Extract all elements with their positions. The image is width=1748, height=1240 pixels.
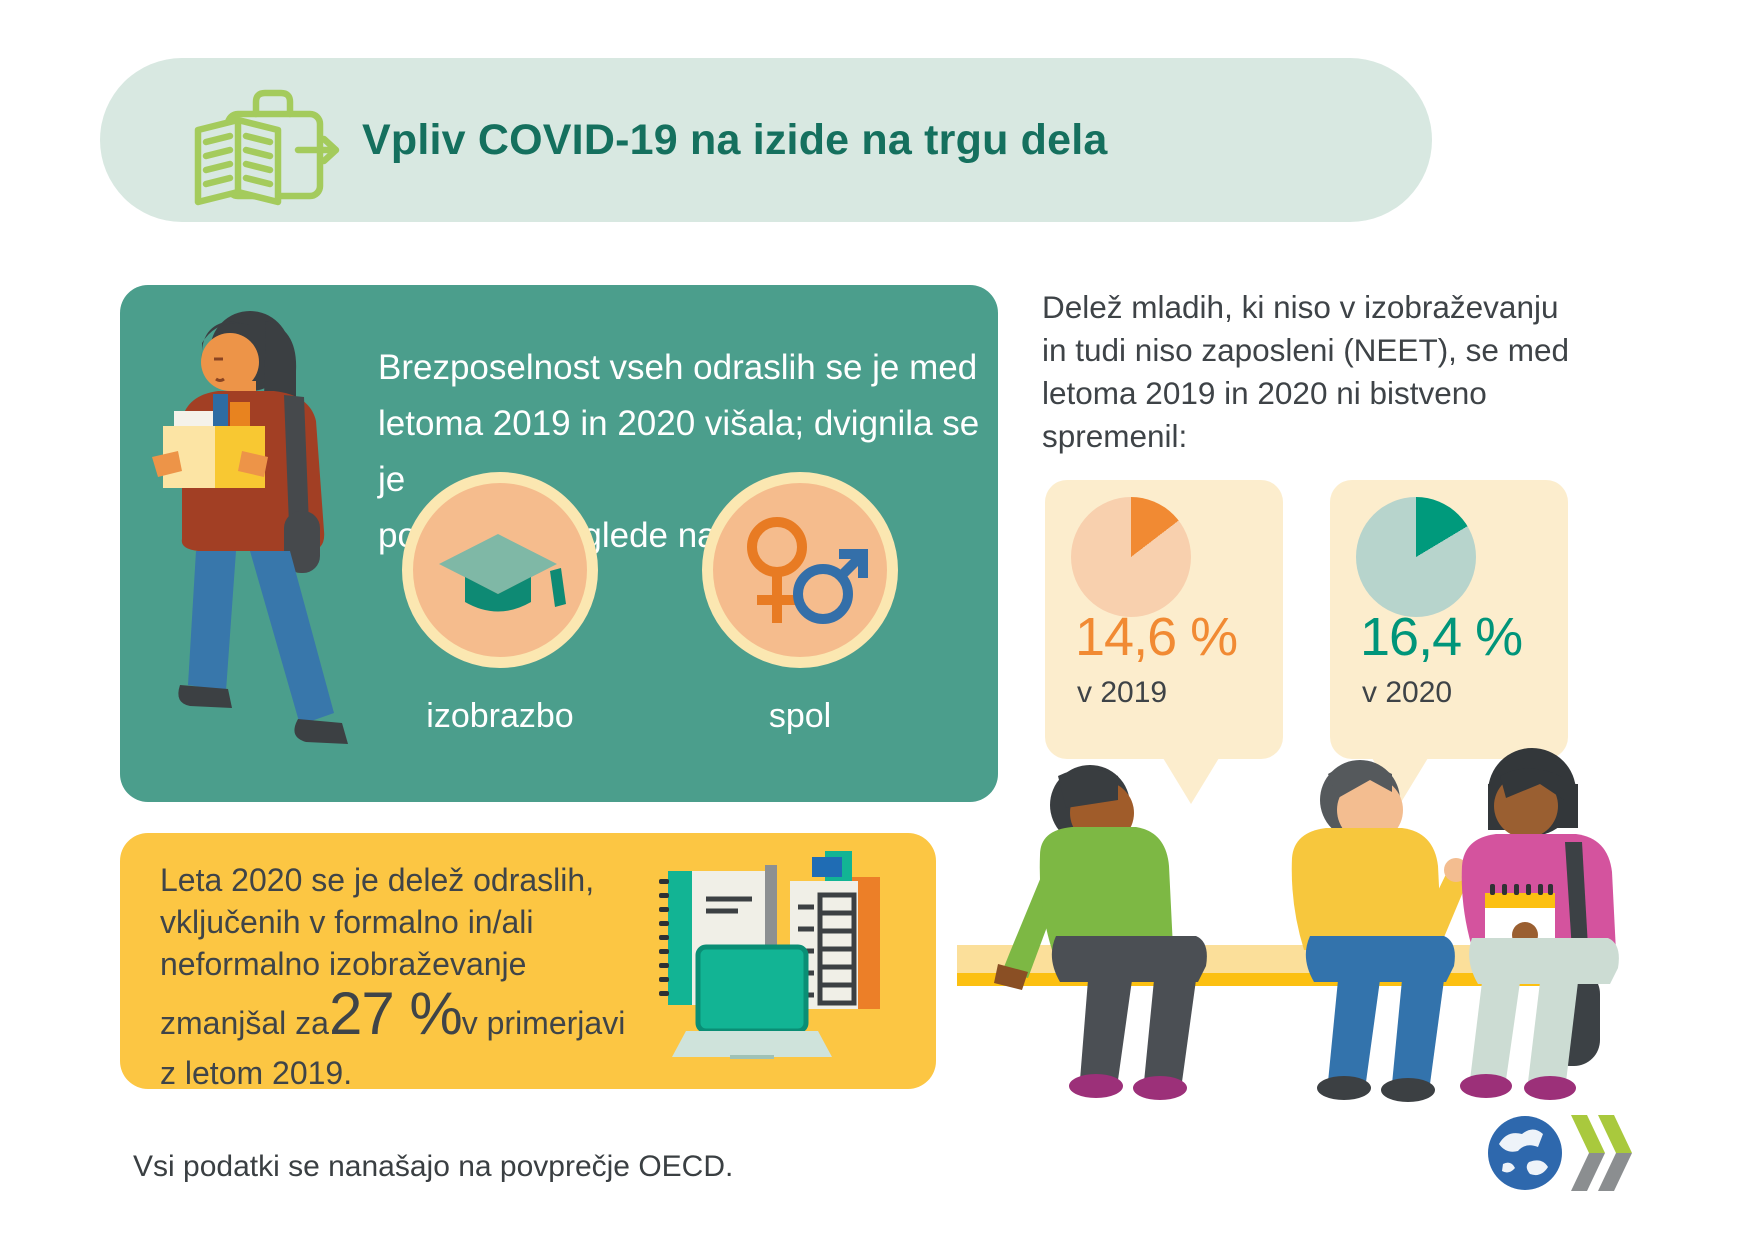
- training-text-line: vključenih v formalno in/ali: [160, 904, 534, 940]
- speech-bubble-tail: [1163, 758, 1219, 804]
- neet-intro-line: Delež mladih, ki niso v izobraževanju: [1042, 289, 1559, 325]
- training-text: Leta 2020 se je delež odraslih, vključen…: [160, 859, 625, 1094]
- person-green: [994, 765, 1207, 1100]
- neet-2019-pie-chart: [1071, 497, 1191, 617]
- header-banner: Vpliv COVID-19 na izide na trgu dela: [100, 58, 1432, 222]
- neet-2019-bubble: 14,6 % v 2019: [1045, 480, 1283, 804]
- unemployment-card: Brezposelnost vseh odraslih se je med le…: [120, 285, 998, 802]
- neet-intro-line: letoma 2019 in 2020 ni bistveno: [1042, 375, 1487, 411]
- unemployment-text-line: letoma 2019 in 2020 višala; dvignila se …: [378, 404, 980, 499]
- neet-intro-line: spremenil:: [1042, 418, 1188, 454]
- three-people-bench-illustration: [957, 748, 1619, 1102]
- training-emphasis-line: zmanjšal za 27 % v primerjavi: [160, 980, 626, 1052]
- neet-intro-line: in tudi niso zaposleni (NEET), se med: [1042, 332, 1569, 368]
- page-title: Vpliv COVID-19 na izide na trgu dela: [362, 115, 1108, 164]
- education-factor-label: izobrazbo: [426, 697, 574, 735]
- neet-2020-value: 16,4 %: [1360, 607, 1523, 667]
- education-factor-circle: [402, 472, 598, 668]
- training-emphasis-suffix: v primerjavi: [461, 1005, 626, 1041]
- gender-factor-circle: [702, 472, 898, 668]
- laid-off-worker-illustration: [152, 311, 348, 744]
- book-briefcase-arrow-icon: [194, 89, 340, 206]
- gender-factor-label: spol: [768, 697, 832, 735]
- oecd-globe-logo: [1488, 1115, 1632, 1191]
- footer-note: Vsi podatki se nanašajo na povprečje OEC…: [133, 1150, 734, 1183]
- unemployment-text-line: Brezposelnost vseh odraslih se je med: [378, 348, 978, 387]
- training-text-line: z letom 2019.: [160, 1055, 353, 1091]
- graduation-cap-icon: [438, 534, 566, 612]
- training-card: Leta 2020 se je delež odraslih, vključen…: [120, 833, 936, 1091]
- neet-2019-value: 14,6 %: [1075, 607, 1238, 667]
- neet-2019-year-label: v 2019: [1077, 676, 1168, 709]
- books-laptop-illustration: [659, 851, 880, 1059]
- person-pink: [1460, 748, 1619, 1100]
- neet-2020-year-label: v 2020: [1362, 676, 1453, 709]
- neet-2020-pie-chart: [1356, 497, 1476, 617]
- neet-intro-text: Delež mladih, ki niso v izobraževanju in…: [1042, 286, 1622, 458]
- neet-2020-bubble: 16,4 % v 2020: [1330, 480, 1568, 804]
- training-percent-value: 27 %: [328, 980, 463, 1047]
- person-yellow: [1291, 760, 1468, 1102]
- training-emphasis-prefix: zmanjšal za: [160, 1005, 329, 1041]
- gender-symbols-icon: [746, 516, 868, 624]
- training-text-line: neformalno izobraževanje: [160, 946, 527, 982]
- training-text-line: Leta 2020 se je delež odraslih,: [160, 862, 595, 898]
